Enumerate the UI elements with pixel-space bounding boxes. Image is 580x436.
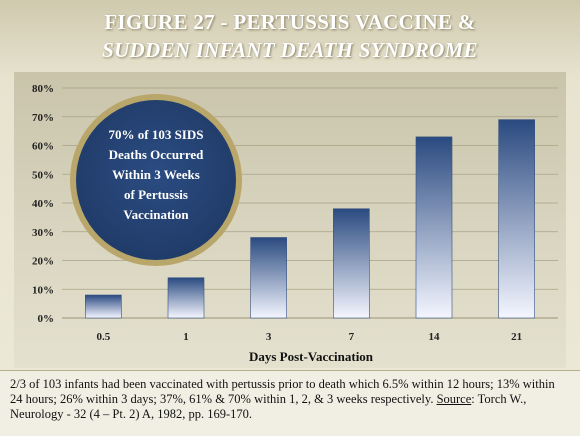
x-tick-label: 14 <box>429 331 441 343</box>
chart-title-line1: FIGURE 27 - PERTUSSIS VACCINE & <box>104 10 476 34</box>
y-tick-label: 70% <box>32 112 54 124</box>
y-tick-label: 0% <box>38 313 55 325</box>
x-tick-label: 3 <box>266 331 272 343</box>
bar-14 <box>415 136 453 319</box>
y-tick-label: 10% <box>32 284 54 296</box>
chart-title-line2: SUDDEN INFANT DEATH SYNDROME <box>102 38 478 62</box>
y-tick-label: 30% <box>32 227 54 239</box>
x-tick-label: 1 <box>183 331 189 343</box>
y-tick-label: 80% <box>32 83 54 95</box>
bar-21 <box>498 119 535 319</box>
y-axis-ticks: 0% 10% 20% 30% 40% 50% 60% 70% 80% <box>32 83 54 325</box>
bars <box>85 119 535 319</box>
x-tick-label: 7 <box>349 331 355 343</box>
callout-line-4: of Pertussis <box>124 187 188 202</box>
bar-7 <box>333 208 370 319</box>
bar-0.5 <box>85 294 122 319</box>
x-axis-ticks: 0.5 1 3 7 14 21 <box>96 331 522 343</box>
x-tick-label: 21 <box>511 331 522 343</box>
bar-chart: 0% 10% 20% 30% 40% 50% 60% 70% 80% 0.5 1 3 7 14 21 Da… <box>32 83 558 364</box>
callout-line-1: 70% of 103 SIDS <box>109 127 204 142</box>
callout-badge: 70% of 103 SIDS Deaths Occurred Within 3… <box>70 94 242 266</box>
bar-1 <box>167 277 205 319</box>
bar-3 <box>250 237 287 319</box>
caption-text: 2/3 of 103 infants had been vaccinated w… <box>10 377 555 406</box>
y-tick-label: 50% <box>32 169 54 181</box>
caption-source-label: Source <box>436 392 472 406</box>
callout-line-3: Within 3 Weeks <box>112 167 200 182</box>
y-tick-label: 20% <box>32 256 54 268</box>
caption-box: 2/3 of 103 infants had been vaccinated w… <box>0 370 580 436</box>
callout-line-2: Deaths Occurred <box>109 147 204 162</box>
x-tick-label: 0.5 <box>96 331 110 343</box>
y-tick-label: 40% <box>32 198 54 210</box>
y-tick-label: 60% <box>32 141 54 153</box>
caption-source-text: : Torch W., Neurology - 32 (4 – Pt. 2) A… <box>10 392 527 421</box>
callout-disc <box>76 100 236 260</box>
callout-line-5: Vaccination <box>123 207 189 222</box>
x-axis-label: Days Post-Vaccination <box>249 349 374 364</box>
